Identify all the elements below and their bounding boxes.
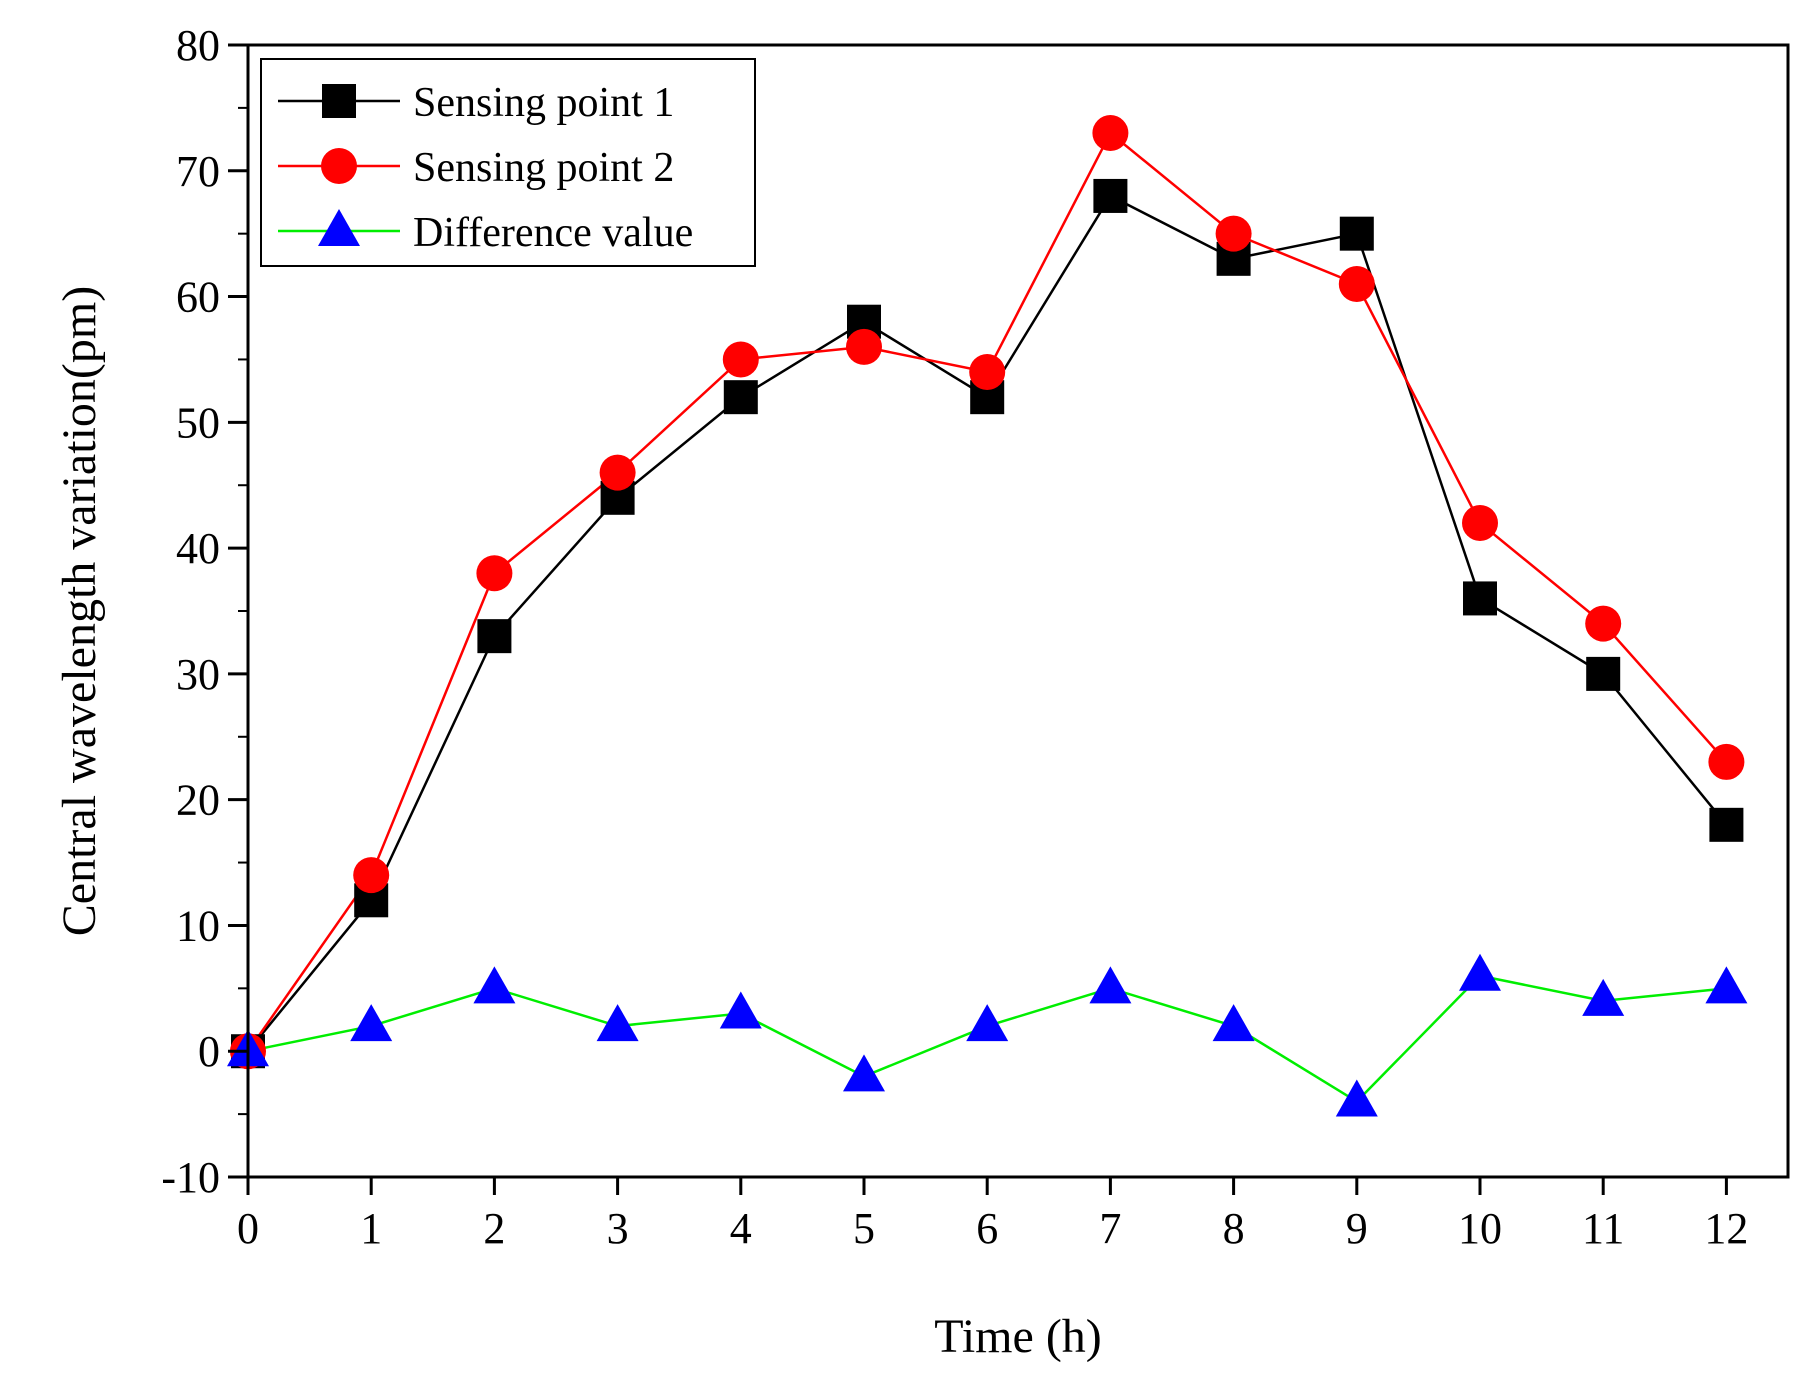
- x-tick-label: 4: [730, 1204, 752, 1253]
- data-point-sensing-point-2: [1585, 605, 1622, 642]
- y-tick-label: 80: [176, 21, 220, 70]
- x-tick-label: 11: [1582, 1204, 1624, 1253]
- data-point-difference-value: [843, 1054, 885, 1092]
- data-point-difference-value: [719, 991, 762, 1029]
- x-axis: 0 1 2 3 4 5 6 7 8 9 10 11 12: [237, 1177, 1748, 1253]
- data-point-sensing-point-1: [1709, 807, 1744, 842]
- data-point-sensing-point-2: [969, 354, 1006, 391]
- data-point-difference-value: [596, 1004, 639, 1042]
- legend-marker-sensing-point-2: [321, 148, 357, 184]
- legend-label-sensing-point-2: Sensing point 2: [413, 145, 674, 191]
- legend-marker-sensing-point-1: [322, 84, 356, 118]
- x-tick-label: 8: [1223, 1204, 1245, 1253]
- x-tick-label: 10: [1458, 1204, 1502, 1253]
- data-point-sensing-point-1: [723, 380, 758, 415]
- data-point-sensing-point-2: [1215, 215, 1252, 252]
- data-point-sensing-point-1: [1463, 581, 1497, 616]
- data-point-sensing-point-1: [477, 619, 512, 654]
- y-tick-label: -10: [161, 1153, 220, 1202]
- data-point-sensing-point-2: [1338, 265, 1375, 302]
- data-point-sensing-point-2: [353, 857, 390, 894]
- data-point-sensing-point-2: [722, 341, 759, 378]
- y-tick-label: 60: [176, 273, 220, 322]
- data-point-sensing-point-2: [846, 328, 882, 365]
- data-point-sensing-point-2: [1092, 115, 1129, 152]
- x-tick-label: 9: [1346, 1204, 1368, 1253]
- x-axis-title: Time (h): [934, 1310, 1102, 1363]
- data-point-sensing-point-1: [1339, 216, 1374, 251]
- data-point-difference-value: [350, 1004, 393, 1042]
- y-axis: -10 0 10 20 30 40 50 60 70 80: [161, 21, 248, 1202]
- x-tick-label: 12: [1704, 1204, 1748, 1253]
- data-point-difference-value: [1582, 978, 1625, 1016]
- x-tick-label: 6: [976, 1204, 998, 1253]
- x-tick-label: 7: [1099, 1204, 1121, 1253]
- data-point-sensing-point-2: [476, 555, 513, 592]
- legend-marker-difference-value: [318, 209, 360, 246]
- data-point-difference-value: [473, 966, 516, 1004]
- data-point-sensing-point-2: [1462, 504, 1498, 541]
- legend-label-sensing-point-1: Sensing point 1: [413, 80, 674, 126]
- data-point-difference-value: [1459, 953, 1501, 991]
- y-tick-label: 0: [198, 1027, 220, 1076]
- y-tick-label: 70: [176, 147, 220, 196]
- data-point-sensing-point-2: [1708, 743, 1745, 780]
- data-point-sensing-point-2: [599, 454, 636, 491]
- y-tick-label: 10: [176, 901, 220, 950]
- data-point-sensing-point-1: [1586, 656, 1621, 691]
- data-point-sensing-point-1: [1093, 178, 1128, 213]
- legend-items: Sensing point 1 Sensing point 2 Difference…: [278, 80, 693, 256]
- data-point-difference-value: [1089, 966, 1132, 1004]
- series-layer: [227, 115, 1748, 1117]
- x-tick-label: 3: [607, 1204, 629, 1253]
- y-axis-title: Central wavelength variation(pm): [53, 286, 106, 936]
- data-point-difference-value: [1212, 1004, 1255, 1042]
- y-tick-label: 20: [176, 776, 220, 825]
- y-tick-label: 30: [176, 650, 220, 699]
- data-point-difference-value: [1335, 1079, 1378, 1117]
- y-tick-label: 40: [176, 524, 220, 573]
- data-point-difference-value: [1705, 966, 1748, 1004]
- legend-label-difference-value: Difference value: [413, 210, 693, 256]
- x-tick-label: 2: [483, 1204, 505, 1253]
- x-tick-label: 1: [360, 1204, 382, 1253]
- y-tick-label: 50: [176, 398, 220, 447]
- data-point-difference-value: [966, 1004, 1009, 1042]
- x-tick-label: 0: [237, 1204, 259, 1253]
- legend: Sensing point 1 Sensing point 2 Difference…: [260, 58, 756, 267]
- x-tick-label: 5: [853, 1204, 875, 1253]
